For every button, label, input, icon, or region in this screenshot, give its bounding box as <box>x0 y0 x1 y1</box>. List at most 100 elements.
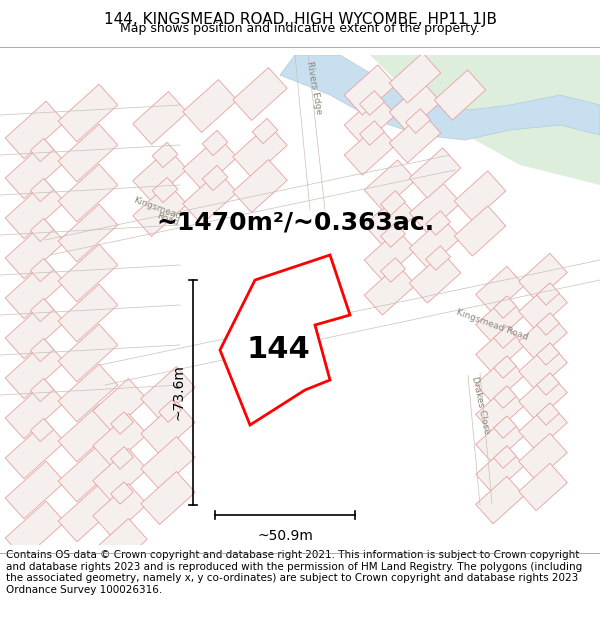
Polygon shape <box>141 436 195 489</box>
Text: Map shows position and indicative extent of the property.: Map shows position and indicative extent… <box>120 22 480 35</box>
Polygon shape <box>30 178 54 202</box>
Polygon shape <box>58 444 118 502</box>
Polygon shape <box>536 342 559 365</box>
Polygon shape <box>454 171 506 221</box>
Polygon shape <box>158 400 181 422</box>
Polygon shape <box>58 204 118 262</box>
Polygon shape <box>58 284 118 342</box>
Polygon shape <box>476 326 524 374</box>
Polygon shape <box>476 386 524 434</box>
Polygon shape <box>344 65 396 115</box>
Polygon shape <box>30 138 54 162</box>
Polygon shape <box>476 446 524 494</box>
Polygon shape <box>93 449 147 501</box>
Polygon shape <box>5 141 65 199</box>
Polygon shape <box>536 402 559 425</box>
Text: Kingsmead Road: Kingsmead Road <box>455 308 529 342</box>
Text: 144, KINGSMEAD ROAD, HIGH WYCOMBE, HP11 1JB: 144, KINGSMEAD ROAD, HIGH WYCOMBE, HP11 … <box>104 12 497 27</box>
Polygon shape <box>518 313 568 361</box>
Polygon shape <box>364 195 416 245</box>
Polygon shape <box>518 343 568 391</box>
Polygon shape <box>518 253 568 301</box>
Polygon shape <box>58 124 118 182</box>
Polygon shape <box>380 258 406 282</box>
Polygon shape <box>233 68 287 121</box>
Polygon shape <box>30 418 54 442</box>
Polygon shape <box>518 403 568 451</box>
Polygon shape <box>494 446 517 468</box>
Polygon shape <box>518 283 568 331</box>
Polygon shape <box>5 421 65 479</box>
Polygon shape <box>409 253 461 303</box>
Polygon shape <box>110 412 133 434</box>
Polygon shape <box>5 381 65 439</box>
Polygon shape <box>536 282 559 305</box>
Polygon shape <box>110 447 133 469</box>
Polygon shape <box>58 404 118 462</box>
Polygon shape <box>389 113 441 163</box>
Polygon shape <box>202 166 228 191</box>
Polygon shape <box>5 101 65 159</box>
Polygon shape <box>93 519 147 571</box>
Polygon shape <box>536 312 559 335</box>
Polygon shape <box>233 124 287 177</box>
Polygon shape <box>364 265 416 315</box>
Polygon shape <box>380 222 406 248</box>
Polygon shape <box>425 246 451 270</box>
Text: 144: 144 <box>246 336 310 364</box>
Polygon shape <box>280 55 600 140</box>
Polygon shape <box>183 79 237 132</box>
Polygon shape <box>5 221 65 279</box>
Polygon shape <box>133 91 187 144</box>
Text: ~1470m²/~0.363ac.: ~1470m²/~0.363ac. <box>156 211 434 235</box>
Polygon shape <box>476 416 524 464</box>
Polygon shape <box>133 184 187 236</box>
Polygon shape <box>409 183 461 233</box>
Polygon shape <box>494 326 517 348</box>
Polygon shape <box>5 181 65 239</box>
Polygon shape <box>30 298 54 322</box>
Polygon shape <box>406 109 430 133</box>
Polygon shape <box>93 484 147 536</box>
Polygon shape <box>476 476 524 524</box>
Polygon shape <box>494 356 517 378</box>
Polygon shape <box>202 131 228 156</box>
Polygon shape <box>518 463 568 511</box>
Polygon shape <box>30 218 54 242</box>
Text: Contains OS data © Crown copyright and database right 2021. This information is : Contains OS data © Crown copyright and d… <box>6 550 582 595</box>
Polygon shape <box>183 136 237 189</box>
Polygon shape <box>425 211 451 235</box>
Polygon shape <box>58 484 118 542</box>
Polygon shape <box>494 386 517 408</box>
Polygon shape <box>380 191 406 215</box>
Polygon shape <box>359 121 385 145</box>
Polygon shape <box>389 82 441 132</box>
Polygon shape <box>93 379 147 431</box>
Polygon shape <box>141 366 195 419</box>
Polygon shape <box>5 301 65 359</box>
Polygon shape <box>30 338 54 362</box>
Polygon shape <box>5 501 65 559</box>
Polygon shape <box>252 118 278 144</box>
Polygon shape <box>58 244 118 302</box>
Polygon shape <box>364 160 416 210</box>
Polygon shape <box>476 296 524 344</box>
Polygon shape <box>58 84 118 142</box>
Text: Drakes Close: Drakes Close <box>470 376 491 434</box>
Polygon shape <box>58 324 118 382</box>
Text: Kingsmead: Kingsmead <box>132 195 182 221</box>
Polygon shape <box>93 414 147 466</box>
Polygon shape <box>389 53 441 103</box>
Polygon shape <box>409 218 461 268</box>
Polygon shape <box>30 378 54 402</box>
Polygon shape <box>58 164 118 222</box>
Polygon shape <box>5 261 65 319</box>
Polygon shape <box>518 433 568 481</box>
Polygon shape <box>141 471 195 524</box>
Polygon shape <box>454 206 506 256</box>
Polygon shape <box>30 258 54 282</box>
Polygon shape <box>344 95 396 145</box>
Polygon shape <box>536 372 559 395</box>
Polygon shape <box>370 55 600 185</box>
Polygon shape <box>152 142 178 168</box>
